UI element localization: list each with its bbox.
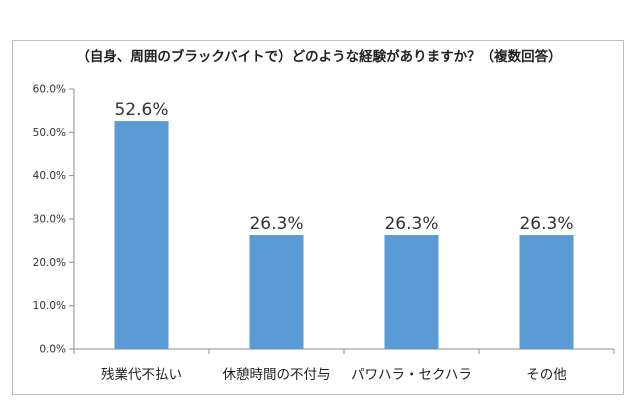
y-tick-label: 40.0% — [33, 170, 66, 182]
category-label: 休憩時間の不付与 — [223, 366, 331, 383]
bar — [114, 121, 169, 349]
data-label: 26.3% — [519, 214, 573, 234]
data-label: 26.3% — [249, 214, 303, 234]
chart-title: （自身、周囲のブラックバイトで）どのような経験がありますか？（複数回答） — [76, 49, 562, 65]
y-tick-label: 10.0% — [33, 300, 66, 312]
y-tick-label: 20.0% — [33, 257, 66, 269]
category-label: パワハラ・セクハラ — [351, 367, 472, 383]
chart-frame: （自身、周囲のブラックバイトで）どのような経験がありますか？（複数回答） 0.0… — [12, 40, 624, 395]
bar-chart: 0.0% 10.0% 20.0% 30.0% 40.0% 50.0% 60.0% 52.6% 残… — [33, 84, 615, 383]
y-tick-label: 30.0% — [33, 214, 66, 226]
y-tick-label: 50.0% — [33, 127, 66, 139]
y-tick-label: 0.0% — [39, 344, 66, 356]
data-label: 26.3% — [384, 214, 438, 234]
category-label: 残業代不払い — [101, 367, 182, 383]
bar — [519, 235, 574, 349]
data-label: 52.6% — [114, 100, 168, 120]
y-tick-label: 60.0% — [33, 84, 66, 96]
bar — [384, 235, 439, 349]
bar — [249, 235, 304, 349]
category-label: その他 — [526, 367, 567, 383]
